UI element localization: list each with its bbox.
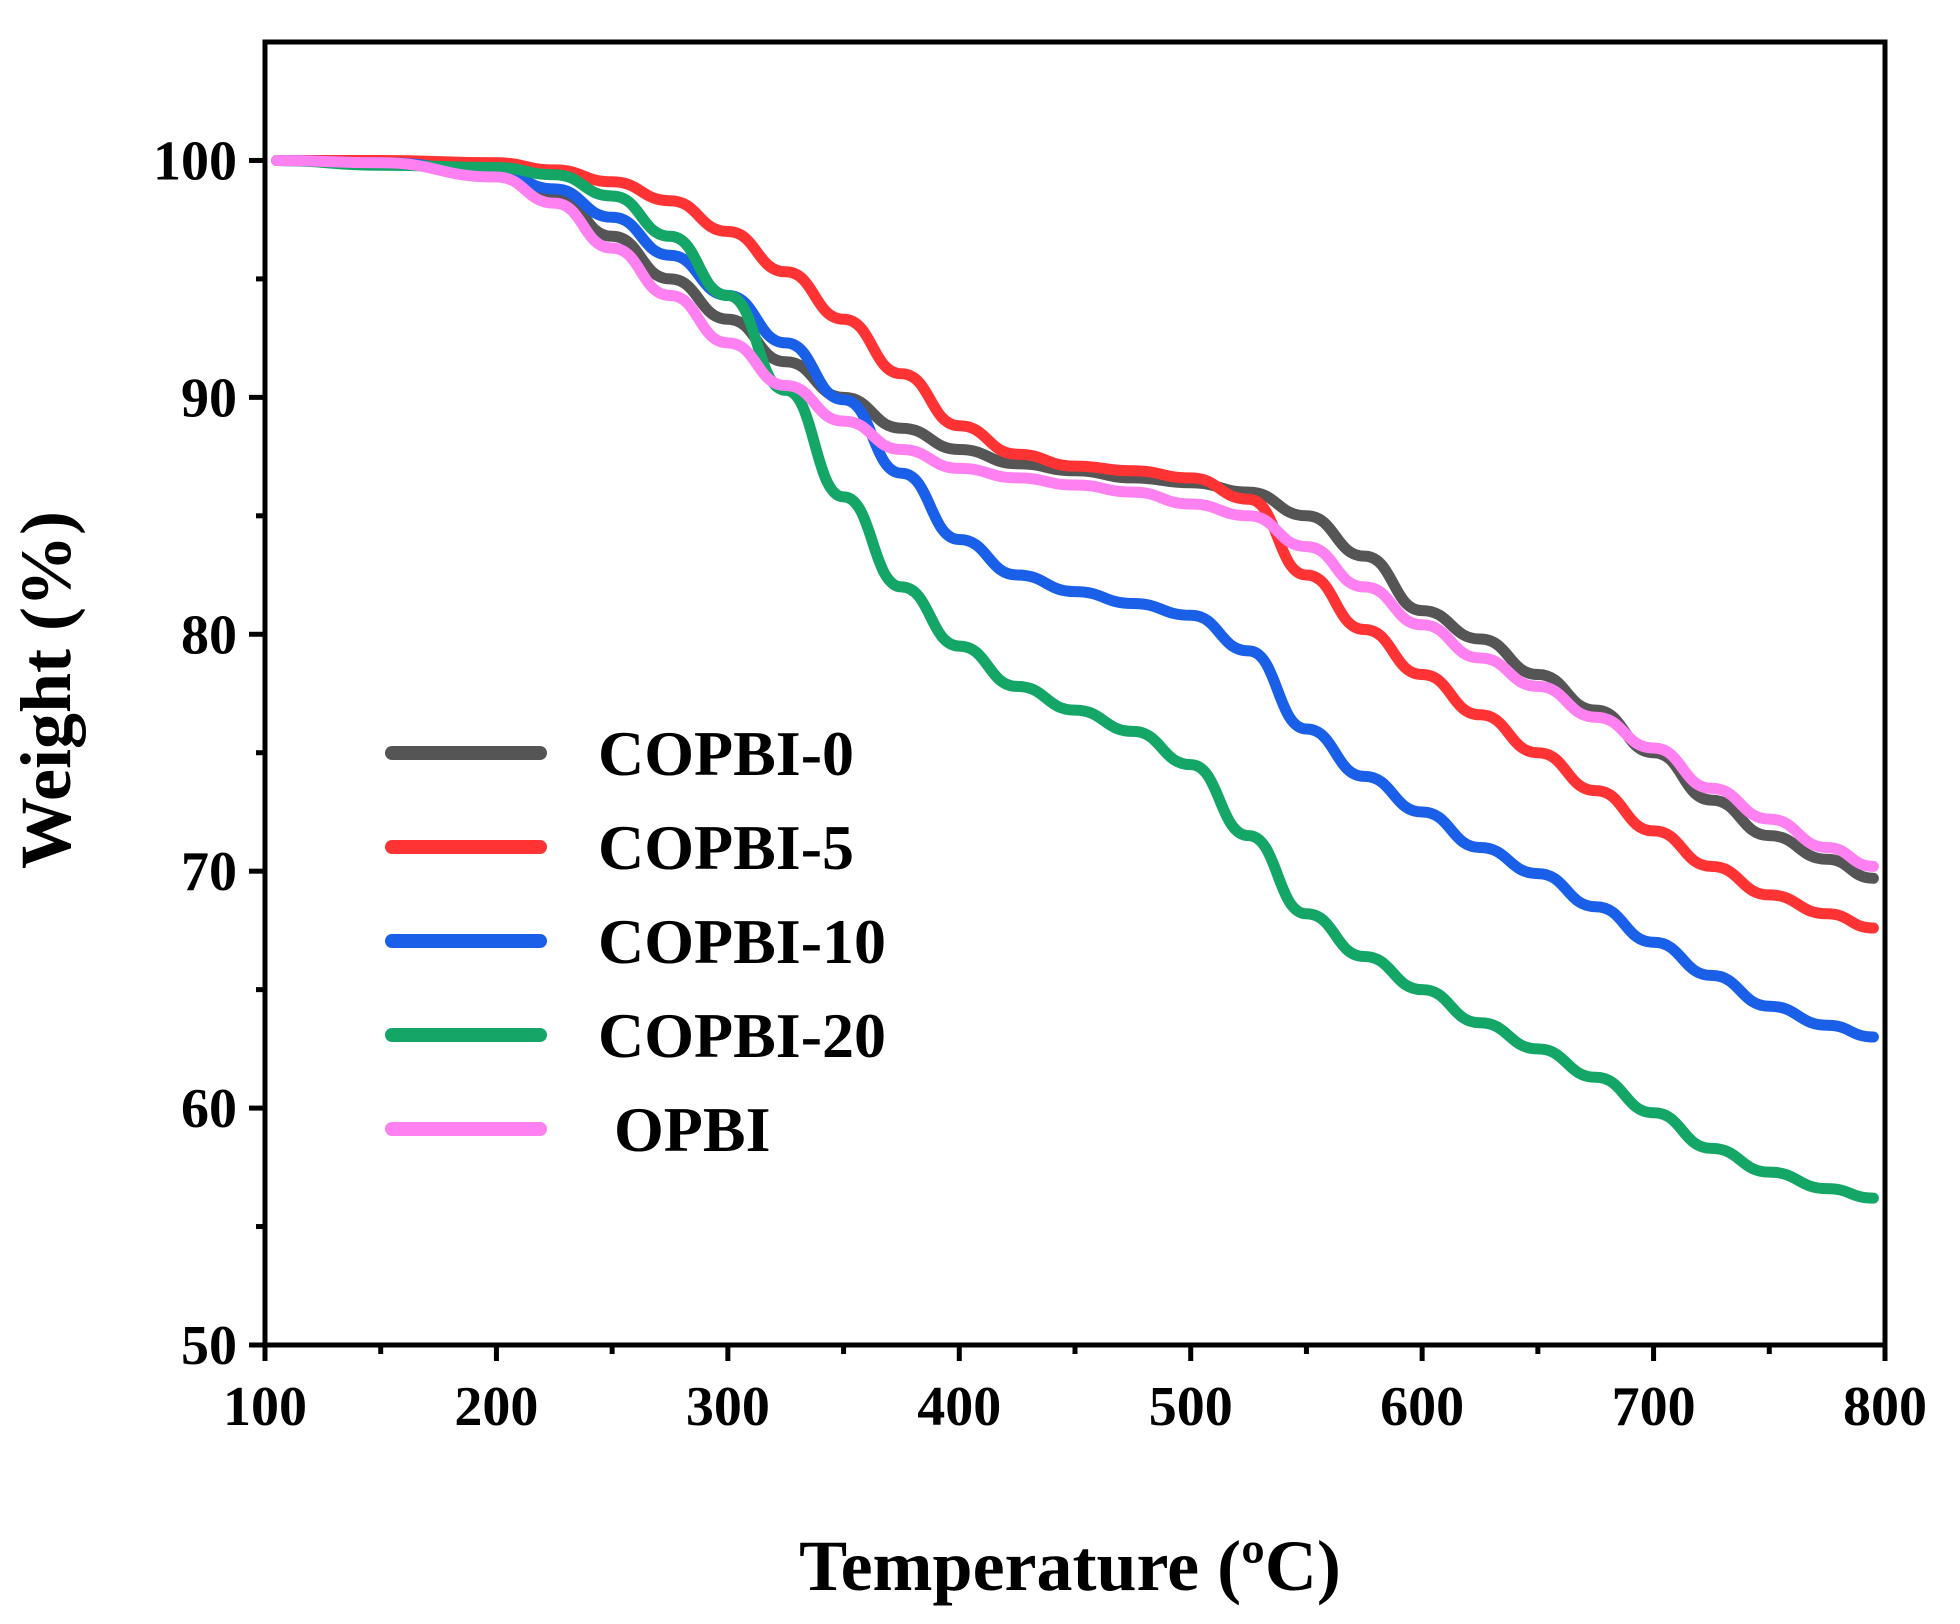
- series-layer: [271, 154, 1879, 1204]
- plot-frame: [262, 39, 1888, 1348]
- x-tick-label: 300: [686, 1376, 770, 1438]
- x-tick-label: 700: [1612, 1376, 1696, 1438]
- y-tick-label: 70: [181, 841, 237, 903]
- legend-item-copbi-0: COPBI-0: [385, 718, 854, 789]
- y-tick-label: 90: [181, 367, 237, 429]
- legend-label: COPBI-5: [598, 812, 854, 883]
- series-line-copbi-5: [271, 154, 1879, 934]
- series-line-copbi-10: [271, 155, 1879, 1043]
- legend-item-opbi: OPBI: [385, 1094, 770, 1165]
- y-axis-title: Weight (%): [6, 511, 86, 869]
- series-line-copbi-20: [271, 155, 1879, 1204]
- axes-layer: 100 200 300 400 500 600 700 800 50 60 70 80 90 100: [153, 39, 1927, 1438]
- legend-label: COPBI-20: [598, 1000, 886, 1071]
- x-tick-label: 600: [1380, 1376, 1464, 1438]
- x-tick-label: 200: [454, 1376, 538, 1438]
- series-line-opbi: [271, 155, 1879, 872]
- legend-label: OPBI: [614, 1094, 770, 1165]
- y-tick-label: 100: [153, 130, 237, 192]
- x-tick-label: 500: [1149, 1376, 1233, 1438]
- legend: COPBI-0 COPBI-5 COPBI-10 COPBI-20 OPBI: [385, 718, 886, 1165]
- legend-label: COPBI-10: [598, 906, 886, 977]
- legend-item-copbi-10: COPBI-10: [385, 906, 886, 977]
- legend-item-copbi-20: COPBI-20: [385, 1000, 886, 1071]
- x-tick-label: 100: [223, 1376, 307, 1438]
- x-tick-label: 800: [1843, 1376, 1927, 1438]
- x-axis-title: Temperature (ºC): [799, 1526, 1341, 1606]
- series-line-copbi-0: [271, 155, 1879, 884]
- legend-item-copbi-5: COPBI-5: [385, 812, 854, 883]
- y-tick-label: 80: [181, 604, 237, 666]
- legend-label: COPBI-0: [598, 718, 854, 789]
- y-tick-label: 50: [181, 1315, 237, 1377]
- y-tick-label: 60: [181, 1078, 237, 1140]
- x-tick-label: 400: [917, 1376, 1001, 1438]
